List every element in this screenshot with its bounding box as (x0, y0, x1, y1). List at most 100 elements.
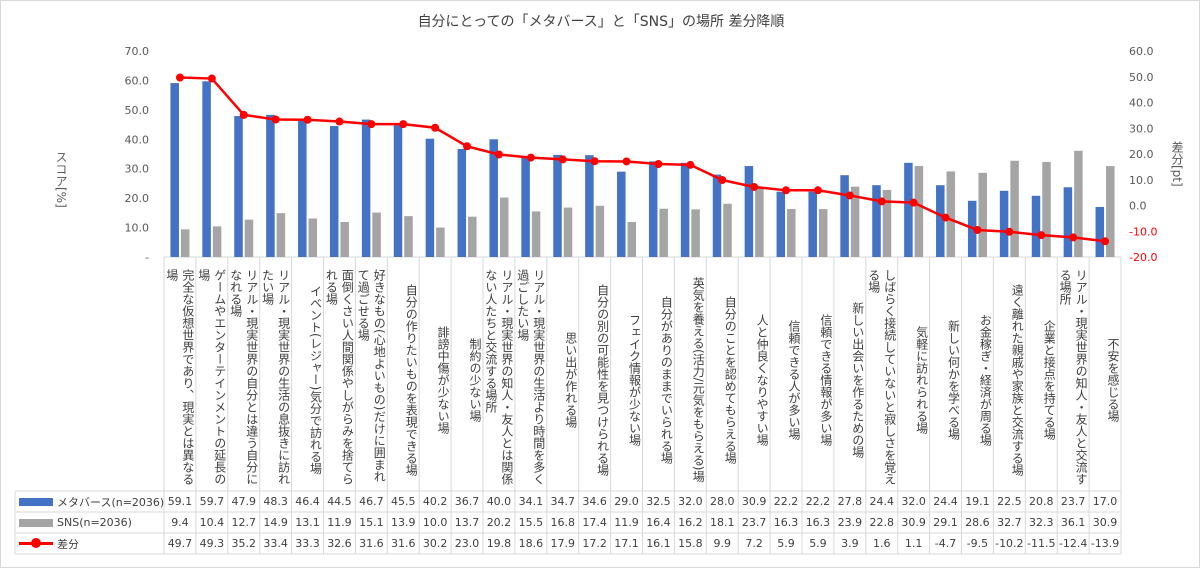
category-label: 思い出が作れる場 (563, 332, 578, 428)
table-cell: 1.1 (904, 537, 923, 550)
category-label: お金稼ぎ・経済が周る場 (978, 314, 993, 446)
table-cell: 40.2 (422, 495, 448, 508)
category-label: リアル・現実世界の生活より時間を多く過ごしたい場 (515, 269, 546, 485)
point-diff (718, 176, 727, 185)
bar-sns (755, 187, 764, 257)
table-cell: 28.6 (965, 516, 990, 529)
table-cell: 7.2 (745, 537, 763, 550)
point-diff (909, 198, 918, 207)
bar-sns (787, 209, 796, 257)
category-label: 企業と接点を持てる場 (1042, 320, 1057, 440)
bar-metaverse (298, 120, 307, 257)
table-cell: -12.4 (1058, 537, 1088, 550)
category-label: リアル・現実世界の生活の息抜きに訪れたい場 (260, 269, 291, 485)
table-cell: 28.0 (709, 495, 735, 508)
category-label: 面倒くさい人間関係やしがらみを捨てられる場 (324, 269, 355, 485)
point-diff (813, 186, 822, 195)
bar-metaverse (617, 171, 626, 257)
bar-metaverse (744, 166, 754, 257)
y2-tick-label: 10.0 (1129, 174, 1154, 187)
table-cell: 13.1 (295, 516, 320, 529)
y2-tick-label: 40.0 (1129, 97, 1154, 110)
point-diff (686, 160, 695, 169)
bar-metaverse (1095, 206, 1105, 257)
point-diff (175, 73, 184, 82)
point-diff (399, 120, 408, 129)
point-diff (1037, 231, 1046, 240)
bar-sns (372, 212, 381, 257)
table-cell: 16.3 (773, 516, 799, 529)
bar-sns (180, 229, 190, 257)
table-cell: 16.8 (550, 516, 575, 529)
category-label: 人と仲良くなりやすい場 (755, 314, 770, 446)
table-cell: 23.7 (741, 516, 767, 529)
point-diff (1069, 233, 1078, 242)
legend-marker (31, 538, 41, 548)
table-cell: 14.9 (263, 516, 288, 529)
point-diff (526, 153, 535, 162)
y-tick-label: 30.0 (125, 163, 150, 176)
bar-sns (1010, 160, 1019, 257)
table-cell: -10.2 (995, 537, 1024, 550)
table-cell: 19.1 (965, 495, 990, 508)
category-label: イベント(レジャー)気分で訪れる場 (308, 285, 323, 475)
table-cell: 17.2 (582, 537, 607, 550)
bar-metaverse (393, 123, 403, 257)
table-cell: 22.8 (869, 516, 894, 529)
table-cell: 34.1 (518, 495, 544, 508)
bar-metaverse (904, 162, 913, 257)
table-cell: 15.5 (518, 516, 544, 529)
table-cell: 47.9 (231, 495, 256, 508)
point-diff (207, 74, 216, 83)
bar-metaverse (553, 154, 562, 257)
legend-entry: SNS(n=2036) (19, 512, 132, 533)
table-cell: 49.3 (199, 537, 225, 550)
table-cell: 22.2 (805, 495, 831, 508)
table-cell: 32.0 (678, 495, 703, 508)
table-cell: 36.7 (454, 495, 480, 508)
y2-tick-label: -10.0 (1129, 225, 1157, 238)
bar-sns (531, 211, 541, 257)
category-label: フェイク情報が少ない場 (627, 314, 642, 446)
table-cell: 49.7 (167, 537, 193, 550)
point-diff (303, 115, 312, 124)
y-tick-label: 70.0 (125, 45, 150, 58)
table-cell: 12.7 (231, 516, 256, 529)
table-cell: 35.2 (231, 537, 256, 550)
table-cell: 24.4 (869, 495, 894, 508)
bar-sns (818, 209, 828, 257)
category-label: リアル・現実世界の知人・友人とは関係ない人たちと交流する場所 (483, 269, 514, 485)
bar-metaverse (425, 138, 435, 257)
table-cell: 22.5 (997, 495, 1022, 508)
point-diff (271, 115, 280, 124)
table-cell: 11.9 (614, 516, 639, 529)
y2-tick-label: 20.0 (1129, 148, 1154, 161)
bar-metaverse (840, 175, 849, 257)
point-diff (431, 123, 440, 132)
category-label: ゲームやエンターテインメントの延長の場 (196, 269, 227, 485)
bar-sns (627, 221, 637, 257)
table-cell: 15.1 (359, 516, 384, 529)
table-cell: 23.0 (454, 537, 480, 550)
table-cell: 17.0 (1092, 495, 1118, 508)
category-label: 自分のことを認めてもらえる場 (723, 296, 738, 464)
table-cell: 17.4 (582, 516, 607, 529)
legend-label: 差分 (57, 537, 79, 551)
bar-sns (212, 226, 222, 257)
table-cell: 16.4 (646, 516, 671, 529)
bar-metaverse (872, 185, 881, 257)
table-cell: 30.2 (422, 537, 448, 550)
bar-sns (978, 172, 987, 257)
category-label: 遠く離れた親戚や家族と交流する場 (1010, 284, 1025, 476)
category-label: 英気を養える(活力/元気をもらえる)場 (691, 277, 706, 483)
table-cell: 30.9 (1092, 516, 1118, 529)
category-label: リアル・現実世界の知人・友人と交流する場所 (1058, 269, 1089, 485)
point-diff (335, 117, 344, 126)
bar-sns (499, 197, 509, 257)
category-label: 自分の別の可能性を見つけられる場 (595, 284, 610, 476)
table-cell: 10.0 (422, 516, 448, 529)
table-cell: -9.5 (966, 537, 989, 550)
table-cell: 13.7 (454, 516, 480, 529)
y-axis-label: スコア[%] (54, 151, 68, 208)
table-cell: 32.6 (327, 537, 352, 550)
